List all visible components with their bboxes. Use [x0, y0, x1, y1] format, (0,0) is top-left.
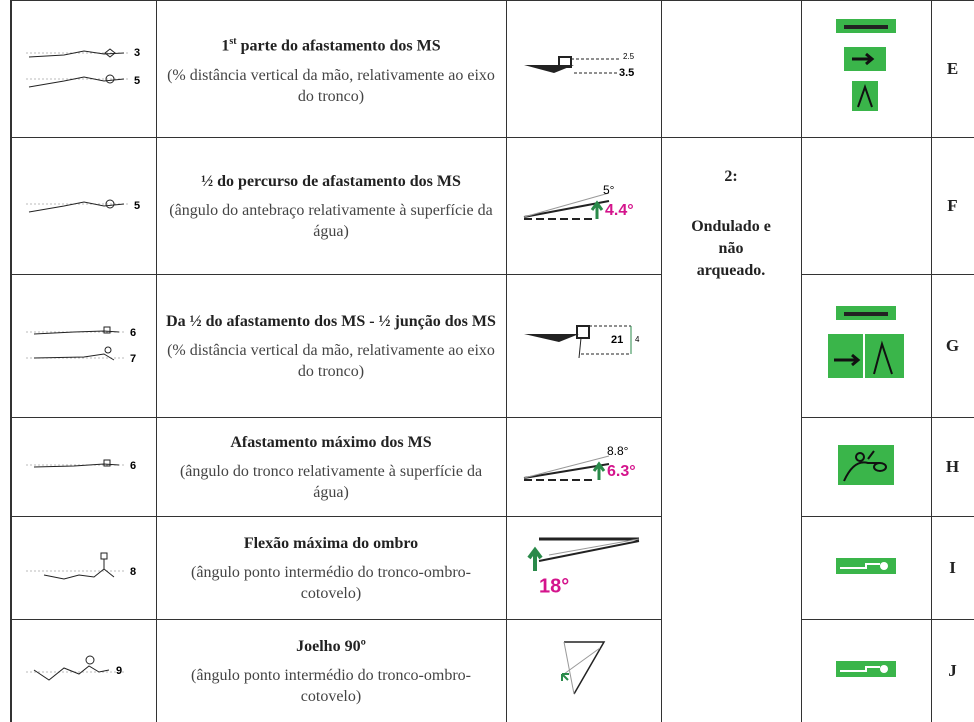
description: (ângulo do tronco relativamente à superf…: [179, 462, 483, 501]
measure: [560, 640, 605, 694]
figure-label: 6: [130, 459, 136, 471]
description: (ângulo ponto intermédio do tronco-ombro…: [191, 563, 471, 602]
letter: H: [945, 457, 960, 476]
figure-label: 5: [134, 199, 140, 211]
text-cell: Da ½ do afastamento dos MS - ½ junção do…: [155, 274, 507, 418]
measure-cell: 2.5 3.5: [505, 0, 662, 138]
title: Joelho 90º: [296, 637, 366, 655]
letter: J: [948, 661, 957, 680]
figure-label: 3: [134, 46, 140, 58]
measure: 21 4: [523, 324, 640, 358]
phase-number: 2:: [724, 168, 738, 185]
measure-cell: 8.8° 6.3°: [505, 417, 662, 517]
measure-label: 8.8°: [607, 444, 629, 458]
measure-label: 3.5: [619, 66, 634, 78]
figure-label: 7: [130, 352, 136, 364]
figure: 8: [25, 552, 136, 580]
icons: [836, 557, 896, 574]
icons: [828, 305, 904, 378]
title: Flexão máxima do ombro: [243, 534, 419, 552]
title: 1st parte do afastamento dos MS: [165, 31, 498, 56]
title: Afastamento máximo dos MS: [230, 433, 432, 451]
measure-label: 4.4°: [605, 202, 634, 219]
measure-label: 5°: [603, 183, 615, 197]
letter-cell: E: [930, 0, 974, 138]
title: Da ½ do afastamento dos MS - ½ junção do…: [166, 312, 496, 330]
title: ½ do percurso de afastamento dos MS: [201, 172, 461, 190]
phase-cell: 2: Ondulado e não arqueado.: [660, 137, 802, 722]
letter: F: [947, 196, 958, 215]
letter-cell: H: [930, 417, 974, 517]
icon-cell: [800, 274, 932, 418]
figure: 9: [25, 655, 124, 681]
icon-cell: [800, 619, 932, 722]
figure-cell: 8: [10, 516, 157, 620]
figure-cell: 3 5: [10, 0, 157, 138]
letter: E: [946, 59, 959, 78]
figure: 5: [25, 199, 140, 212]
letter-cell: G: [930, 274, 974, 418]
icon-cell: [800, 516, 932, 620]
icon-cell: [800, 137, 932, 275]
title-part: 1: [221, 37, 230, 55]
figure: 6: [25, 459, 136, 471]
measure-cell: 5° 4.4°: [505, 137, 662, 275]
figure-label: 8: [130, 565, 136, 577]
text-cell: ½ do percurso de afastamento dos MS (ângu…: [155, 137, 507, 275]
measure-cell: [505, 619, 662, 722]
icon-cell: [800, 0, 932, 138]
text-cell: Afastamento máximo dos MS (ângulo do tron…: [155, 417, 507, 517]
table: 3 5 1st parte do afastamento dos MS (% di…: [10, 0, 974, 722]
title-part: parte do afastamento dos MS: [236, 37, 441, 55]
icons: [836, 660, 896, 677]
letter-cell: J: [930, 619, 974, 722]
figure-label: 5: [134, 74, 140, 86]
figure-label: 9: [116, 664, 122, 676]
measure-label: 6.3°: [607, 463, 636, 480]
letter-cell: F: [930, 137, 974, 275]
letter: I: [949, 558, 956, 577]
letter-cell: I: [930, 516, 974, 620]
icon-cell: [800, 417, 932, 517]
measure-label: 21: [611, 333, 623, 345]
text-cell: 1st parte do afastamento dos MS (% distân…: [155, 0, 507, 138]
phase-cell: [660, 0, 802, 138]
measure-cell: 18°: [505, 516, 662, 620]
figure: 67: [25, 326, 136, 364]
title-sup: st: [229, 36, 237, 48]
figure-label: 6: [130, 326, 136, 338]
figure-cell: 5: [10, 137, 157, 275]
figure: 3 5: [25, 46, 140, 87]
icons: [836, 18, 896, 111]
phase-label: Ondulado e não arqueado.: [691, 218, 771, 279]
description: (ângulo do antebraço relativamente à sup…: [169, 201, 493, 240]
measure-label: 4: [635, 335, 640, 344]
measure-label: 18°: [539, 575, 569, 597]
figure-cell: 6: [10, 417, 157, 517]
measure: 18°: [526, 537, 639, 597]
measure: 5° 4.4°: [523, 183, 634, 220]
measure: 2.5 3.5: [523, 52, 635, 78]
description: (ângulo ponto intermédio do tronco-ombro…: [191, 666, 471, 705]
icons: [838, 444, 894, 485]
figure-cell: 9: [10, 619, 157, 722]
description: (% distância vertical da mão, relativame…: [167, 341, 495, 380]
letter: G: [945, 336, 960, 355]
measure: 8.8° 6.3°: [523, 444, 636, 481]
description: (% distância vertical da mão, relativame…: [167, 66, 495, 105]
measure-label: 2.5: [623, 52, 635, 61]
text-cell: Flexão máxima do ombro (ângulo ponto inte…: [155, 516, 507, 620]
measure-cell: 21 4: [505, 274, 662, 418]
text-cell: Joelho 90º (ângulo ponto intermédio do tr…: [155, 619, 507, 722]
